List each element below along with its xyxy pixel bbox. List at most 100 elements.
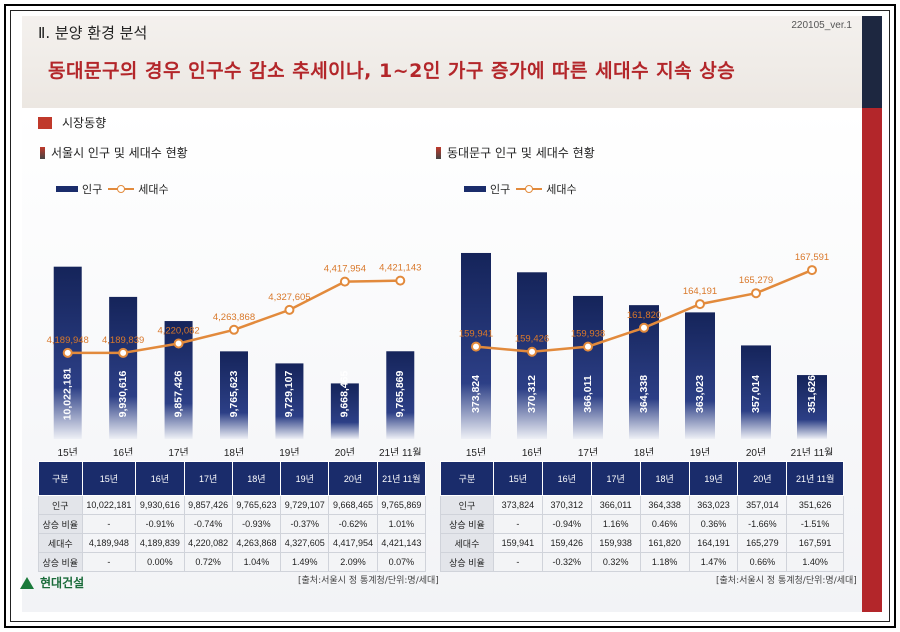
table-row: 세대수 4,189,948 4,189,839 4,220,082 4,263,868 4… [38,533,427,553]
x-tick-label-5: 20년 [335,447,355,456]
legend-bar-icon [464,186,486,192]
bar-label-population-2: 9,857,426 [172,370,184,417]
table-cell: 9,930,616 [135,495,185,515]
table-cell: 10,022,181 [81,495,137,515]
side-accent-red [862,108,882,612]
table-row: 인구 10,022,181 9,930,616 9,857,426 9,765,623 9… [38,495,427,515]
table-row-header: 세대수 [440,533,494,553]
line-label-households-3: 4,263,868 [213,312,255,323]
version-label: 220105_ver.1 [791,20,852,31]
table-header-cell: 19년 [280,461,330,496]
legend-population: 인구 [82,183,103,196]
bar-label-population-3: 364,338 [638,375,650,413]
legend-seoul: 인구 세대수 [56,181,169,197]
table-header-cell: 17년 [183,461,233,496]
point-households-4 [284,304,295,315]
table-row-header: 인구 [38,495,83,515]
chart-title-seoul-text: 서울시 인구 및 세대수 현황 [51,146,188,160]
x-tick-label-2: 17년 [578,447,598,456]
x-tick-label-6: 21년 11월 [379,447,422,456]
table-row-header: 세대수 [38,533,83,553]
table-cell: 0.72% [183,552,233,572]
line-label-households-1: 159,426 [515,334,549,345]
table-cell: - [81,552,137,572]
bar-label-population-4: 9,729,107 [283,370,295,417]
table-row: 인구 373,824 370,312 366,011 364,338 363,023 357… [440,495,844,515]
table-header-cell: 18년 [231,461,282,496]
table-cell: 0.32% [590,552,641,572]
legend-households: 세대수 [546,183,577,196]
table-cell: 364,338 [639,495,690,515]
line-label-households-3: 161,820 [627,310,661,321]
table-cell: 366,011 [590,495,641,515]
table-cell: 165,279 [737,533,788,553]
table-cell: 0.46% [639,514,690,534]
company-logo: 현대건설 [20,574,84,591]
table-header-cell: 18년 [639,461,690,496]
table-row-header: 상승 비율 [38,552,83,572]
line-label-households-0: 4,189,948 [47,335,89,346]
page-headline: 동대문구의 경우 인구수 감소 추세이나, 1~2인 가구 증가에 따른 세대수… [48,60,736,82]
table-cell: - [81,514,137,534]
side-accent-dark [862,16,882,108]
line-label-households-6: 4,421,143 [379,263,421,274]
x-tick-label-1: 16년 [522,447,542,456]
line-label-households-2: 159,938 [571,329,605,340]
table-cell: 4,220,082 [183,533,233,553]
table-cell: 4,189,948 [81,533,137,553]
bar-label-population-3: 9,765,623 [228,370,240,417]
point-households-6 [395,275,406,286]
line-label-households-4: 4,327,605 [268,292,310,303]
line-label-households-6: 167,591 [795,252,829,263]
point-households-2 [583,341,593,352]
table-cell: 159,426 [541,533,592,553]
table-cell: 9,729,107 [280,495,330,515]
table-header-cell: 16년 [135,461,185,496]
legend-households: 세대수 [138,183,169,196]
table-cell: 9,857,426 [183,495,233,515]
table-cell: 9,765,869 [376,495,427,515]
bar-population-6 [386,351,415,439]
table-cell: -1.51% [786,514,844,534]
section-label: Ⅱ. 분양 환경 분석 [38,24,148,42]
chart-title-dongdaemun-text: 동대문구 인구 및 세대수 현황 [447,146,595,160]
bar-label-population-0: 373,824 [470,375,482,413]
table-cell: 161,820 [639,533,690,553]
header-band [22,16,862,108]
table-header-cell: 19년 [688,461,739,496]
table-cell: -0.93% [231,514,282,534]
title-marker-icon [40,146,45,159]
point-households-1 [118,347,129,358]
bar-population-4 [685,312,715,439]
table-cell: 363,023 [688,495,739,515]
bar-label-population-5: 9,668,465 [339,370,351,417]
point-households-0 [62,347,73,358]
x-tick-label-3: 18년 [634,447,654,456]
table-cell: 4,417,954 [328,533,378,553]
table-cell: 4,189,839 [135,533,185,553]
slide: Ⅱ. 분양 환경 분석 220105_ver.1 동대문구의 경우 인구수 감소… [22,16,882,612]
point-households-6 [807,265,817,276]
table-header-cell: 15년 [81,461,137,496]
point-households-0 [471,341,481,352]
line-label-households-2: 4,220,082 [157,325,199,336]
x-tick-label-4: 19년 [690,447,710,456]
legend-line-icon [516,185,543,193]
bar-label-population-4: 363,023 [694,375,706,413]
table-cell: 1.01% [376,514,427,534]
point-households-4 [695,299,705,310]
table-cell: -0.62% [328,514,378,534]
market-trend-label: 시장동향 [62,116,107,130]
table-header-cell: 21년 11월 [376,461,427,496]
table-cell: -0.94% [541,514,592,534]
table-cell: -0.91% [135,514,185,534]
bar-population-1 [109,296,138,439]
table-cell: 159,938 [590,533,641,553]
source-note-seoul: [출처:서울시 정 통계청/단위:명/세대] [298,576,439,586]
x-tick-label-0: 15년 [466,447,486,456]
table-cell: 0.07% [376,552,427,572]
table-cell: 167,591 [786,533,844,553]
point-households-5 [339,276,350,287]
table-header-cell: 구분 [440,461,494,496]
point-households-5 [751,288,761,299]
